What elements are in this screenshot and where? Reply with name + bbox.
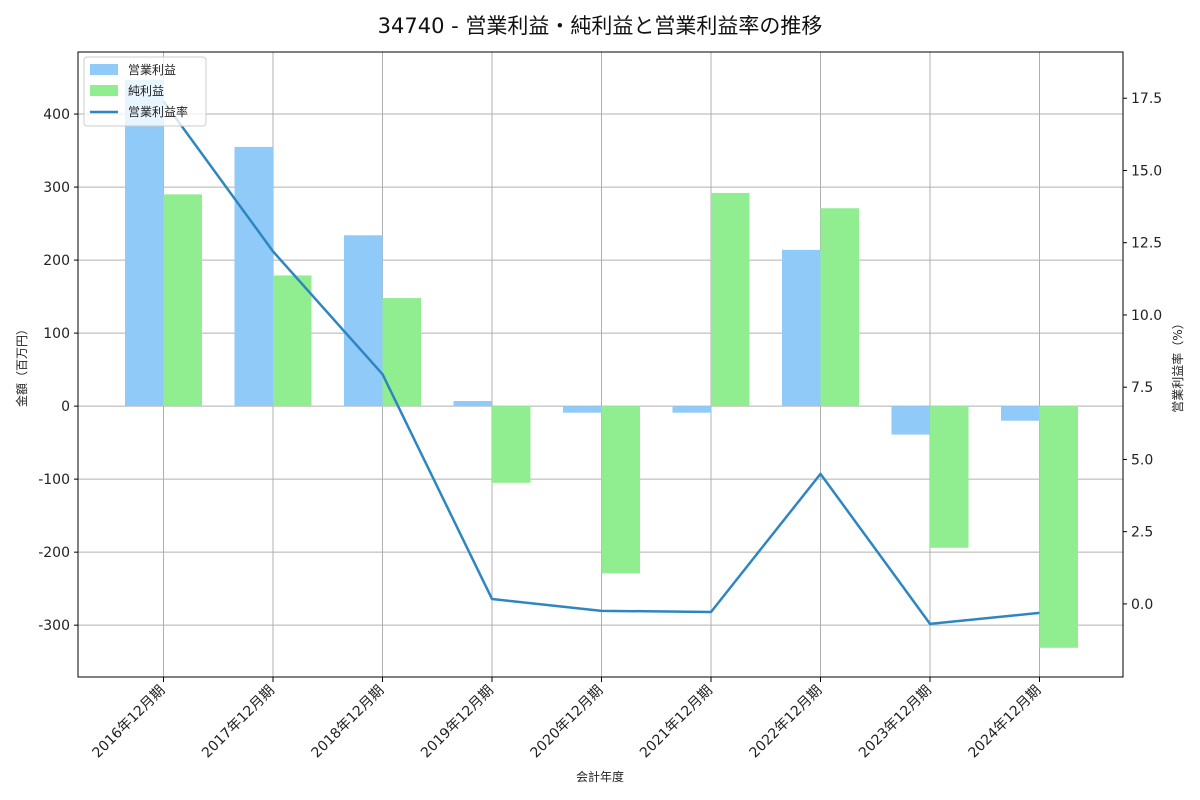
bar-net-profit bbox=[820, 208, 859, 407]
bar-operating-profit bbox=[782, 249, 821, 407]
y-axis-label: 金額（百万円） bbox=[14, 323, 29, 407]
x-tick-label: 2024年12月期 bbox=[966, 683, 1045, 762]
y-tick-label: 300 bbox=[43, 180, 70, 196]
y-right-tick-label: 10.0 bbox=[1131, 308, 1162, 324]
bar-net-profit bbox=[1039, 406, 1078, 648]
x-tick-label: 2023年12月期 bbox=[856, 683, 935, 762]
y-tick-label: 200 bbox=[43, 253, 70, 269]
plot-frame bbox=[77, 51, 1124, 678]
y-tick-label: -300 bbox=[38, 618, 70, 634]
bar-operating-profit bbox=[344, 235, 383, 407]
y-tick-label: 0 bbox=[61, 399, 70, 415]
bar-net-profit bbox=[273, 275, 312, 407]
legend-swatch-net-profit bbox=[90, 85, 118, 96]
x-tick-label: 2022年12月期 bbox=[747, 683, 826, 762]
y-right-tick-label: 15.0 bbox=[1131, 163, 1162, 179]
x-tick-label: 2021年12月期 bbox=[637, 683, 716, 762]
legend-label-operating-profit: 営業利益 bbox=[128, 63, 176, 77]
legend-label-margin: 営業利益率 bbox=[128, 104, 188, 119]
bar-operating-profit bbox=[563, 406, 602, 413]
x-tick-label: 2019年12月期 bbox=[418, 683, 497, 762]
y-right-tick-label: 5.0 bbox=[1131, 452, 1153, 468]
bar-operating-profit bbox=[453, 401, 492, 407]
y-right-tick-label: 0.0 bbox=[1131, 597, 1153, 613]
right-axis: 0.0 2.5 5.0 7.5 10.0 12.5 15.0 17.5 bbox=[1123, 91, 1162, 613]
bar-operating-profit bbox=[1001, 406, 1040, 421]
x-tick-label: 2017年12月期 bbox=[199, 683, 278, 762]
bar-operating-profit bbox=[891, 406, 930, 435]
bar-net-profit bbox=[601, 406, 640, 574]
bar-operating-profit bbox=[672, 406, 711, 413]
y-tick-label: 100 bbox=[43, 326, 70, 342]
bar-net-profit bbox=[163, 194, 202, 407]
line-series bbox=[162, 100, 1040, 626]
legend: 営業利益 純利益 営業利益率 bbox=[83, 56, 207, 127]
chart-title: 34740 - 営業利益・純利益と営業利益率の推移 bbox=[377, 14, 823, 38]
bar-net-profit bbox=[492, 406, 531, 483]
y-right-tick-label: 17.5 bbox=[1131, 91, 1162, 107]
x-axis-label: 会計年度 bbox=[576, 769, 624, 784]
x-axis: 2016年12月期 2017年12月期 2018年12月期 2019年12月期 2020… bbox=[90, 677, 1045, 762]
bar-net-profit bbox=[711, 192, 750, 407]
y-right-tick-label: 12.5 bbox=[1131, 236, 1162, 252]
x-tick-label: 2016年12月期 bbox=[90, 683, 169, 762]
bar-series bbox=[125, 79, 1078, 648]
y-tick-label: -100 bbox=[38, 472, 70, 488]
y-axis-right-label: 営業利益率（%） bbox=[1170, 317, 1185, 412]
line-operating-margin bbox=[162, 100, 1040, 626]
y-right-tick-label: 7.5 bbox=[1131, 380, 1153, 396]
legend-swatch-operating-profit bbox=[90, 64, 118, 75]
y-tick-label: 400 bbox=[43, 107, 70, 123]
y-tick-label: -200 bbox=[38, 545, 70, 561]
bar-net-profit bbox=[382, 298, 421, 407]
left-axis: -300 -200 -100 0 100 200 300 400 bbox=[38, 107, 78, 634]
bar-operating-profit bbox=[234, 146, 273, 407]
y-right-tick-label: 2.5 bbox=[1131, 525, 1153, 541]
bar-net-profit bbox=[930, 406, 969, 548]
bar-operating-profit bbox=[125, 79, 164, 407]
legend-label-net-profit: 純利益 bbox=[128, 84, 164, 98]
x-tick-label: 2018年12月期 bbox=[309, 683, 388, 762]
x-tick-label: 2020年12月期 bbox=[528, 683, 607, 762]
